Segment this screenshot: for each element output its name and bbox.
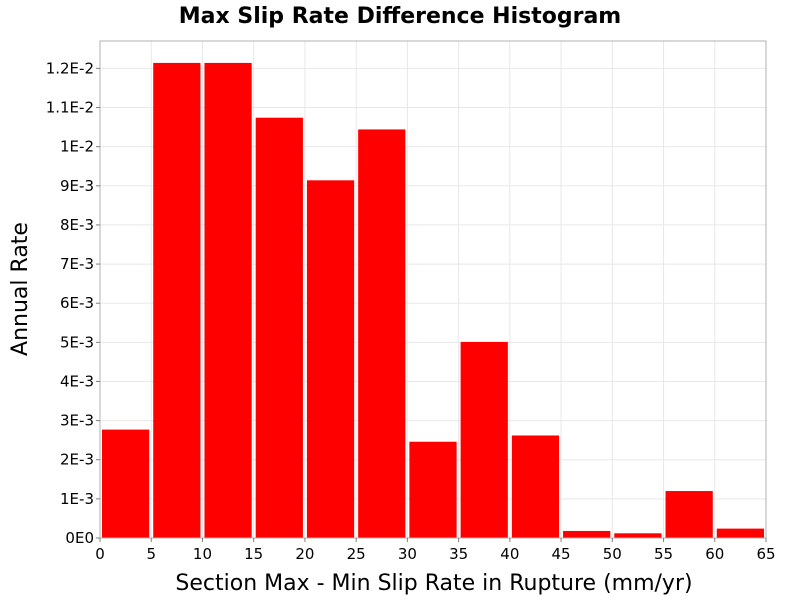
y-axis-label: Annual Rate xyxy=(8,222,33,356)
histogram-bar xyxy=(460,341,508,538)
x-tick-label: 50 xyxy=(603,545,622,563)
x-tick-label: 60 xyxy=(705,545,724,563)
x-tick-label: 25 xyxy=(347,545,366,563)
x-tick-label: 65 xyxy=(756,545,775,563)
x-axis-ticks: 0 5 10 15 20 25 30 35 40 45 50 55 60 65 xyxy=(95,538,776,563)
y-tick-label: 9E-3 xyxy=(60,177,94,195)
histogram-bar xyxy=(153,62,201,539)
x-axis-label: Section Max - Min Slip Rate in Rupture (… xyxy=(175,571,692,596)
histogram-bar xyxy=(204,62,252,539)
x-tick-label: 0 xyxy=(95,545,105,563)
histogram-bar xyxy=(306,180,355,538)
y-tick-label: 4E-3 xyxy=(60,372,94,390)
plot-frame xyxy=(99,40,767,539)
histogram-bar xyxy=(511,435,560,538)
histogram-bar xyxy=(665,491,713,538)
y-tick-label: 3E-3 xyxy=(60,412,94,430)
histogram-bar xyxy=(255,117,303,538)
x-tick-label: 35 xyxy=(449,545,468,563)
histogram-bar xyxy=(716,528,764,538)
y-tick-label: 5E-3 xyxy=(60,333,94,351)
x-tick-label: 5 xyxy=(146,545,156,563)
y-tick-label: 8E-3 xyxy=(60,216,94,234)
x-tick-label: 55 xyxy=(654,545,673,563)
x-tick-label: 30 xyxy=(398,545,417,563)
histogram-bar xyxy=(409,441,457,538)
x-tick-label: 45 xyxy=(552,545,571,563)
y-tick-label: 1.2E-2 xyxy=(46,59,94,77)
y-tick-label: 1.1E-2 xyxy=(46,99,94,117)
x-tick-label: 10 xyxy=(193,545,212,563)
y-tick-label: 2E-3 xyxy=(60,451,94,469)
y-tick-label: 7E-3 xyxy=(60,255,94,273)
y-axis-ticks: 0E0 1E-3 2E-3 3E-3 4E-3 5E-3 6E-3 7E-3 8E-3 9E-3 1… xyxy=(46,59,100,547)
x-tick-label: 20 xyxy=(295,545,314,563)
bars xyxy=(102,62,764,539)
y-tick-label: 1E-3 xyxy=(60,490,94,508)
chart-title: Max Slip Rate Difference Histogram xyxy=(179,4,621,29)
y-tick-label: 6E-3 xyxy=(60,294,94,312)
y-tick-label: 0E0 xyxy=(65,529,94,547)
y-tick-label: 1E-2 xyxy=(60,138,94,156)
histogram-bar xyxy=(563,530,611,538)
histogram-bar xyxy=(614,533,662,538)
x-tick-label: 40 xyxy=(500,545,519,563)
histogram-bar xyxy=(358,129,406,539)
x-tick-label: 15 xyxy=(244,545,263,563)
histogram-bar xyxy=(102,429,150,538)
